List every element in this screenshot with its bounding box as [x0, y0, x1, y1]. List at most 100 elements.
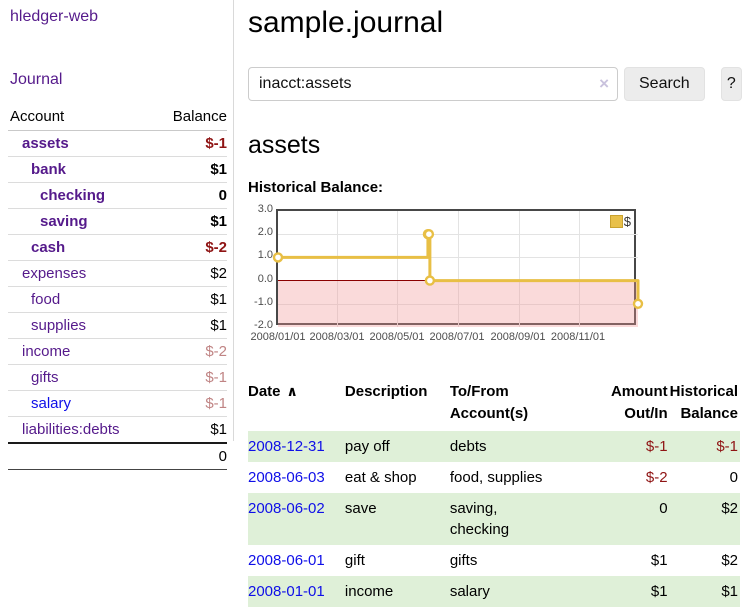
account-row-supplies: supplies $1: [8, 312, 227, 339]
gridline: [278, 304, 638, 305]
plot-area: $: [272, 209, 644, 327]
x-tick: 2008/01/01: [250, 331, 306, 343]
header-amount: Amount Out/In: [610, 383, 668, 422]
account-link-expenses[interactable]: expenses: [22, 265, 87, 282]
transaction-amount: 0: [659, 499, 668, 517]
register-header-row: Date ∧ Description To/From Account(s) Amo…: [248, 377, 740, 431]
account-link-bank[interactable]: bank: [31, 161, 67, 178]
transaction-accounts: salary: [449, 582, 490, 600]
account-balance: $1: [153, 416, 227, 444]
gridline: [278, 234, 638, 235]
y-tick: 0.0: [257, 273, 273, 285]
main-content: sample.journal × Search ? assets Histori…: [248, 0, 742, 607]
transaction-amount: $-1: [645, 437, 668, 455]
account-row-checking: checking 0: [8, 182, 227, 209]
search-form: × Search ?: [248, 67, 742, 101]
legend-label: $: [623, 214, 631, 229]
account-row-gifts: gifts $-1: [8, 364, 227, 391]
sidebar: hledger-web Journal Account Balance asse…: [0, 0, 233, 582]
accounts-total-row: 0: [8, 443, 227, 470]
account-link-income[interactable]: income: [22, 343, 71, 360]
chart-heading: Historical Balance:: [248, 179, 384, 196]
y-tick: 1.0: [257, 249, 273, 261]
account-row-liabilities-debts: liabilities:debts $1: [8, 416, 227, 444]
account-link-food[interactable]: food: [31, 291, 61, 308]
transaction-date-link[interactable]: 2008-01-01: [248, 582, 325, 600]
transaction-date-link[interactable]: 2008-06-03: [248, 468, 325, 486]
x-tick: 2008/11/01: [550, 331, 606, 343]
negative-region: [278, 281, 638, 327]
account-row-expenses: expenses $2: [8, 260, 227, 287]
y-tick: -1.0: [254, 296, 273, 308]
accounts-header-balance: Balance: [153, 104, 227, 131]
gridline: [458, 211, 459, 327]
transaction-description: save: [344, 499, 377, 517]
clear-search-icon[interactable]: ×: [599, 74, 609, 93]
search-button[interactable]: Search: [624, 67, 705, 101]
account-balance: $-1: [153, 364, 227, 391]
register-row: 2008-01-01 income salary $1 $1: [248, 575, 740, 607]
account-balance: $-2: [153, 234, 227, 261]
account-link-assets[interactable]: assets: [22, 135, 69, 152]
account-balance: $1: [153, 156, 227, 183]
accounts-header-account: Account: [8, 104, 154, 131]
account-link-gifts[interactable]: gifts: [31, 369, 59, 386]
header-date[interactable]: Date ∧: [248, 377, 345, 431]
header-date-label: Date: [248, 383, 281, 400]
transaction-balance: $2: [721, 499, 738, 517]
transaction-accounts: food, supplies: [449, 468, 543, 486]
y-tick: -2.0: [254, 319, 273, 331]
account-link-salary[interactable]: salary: [31, 395, 72, 412]
account-row-saving: saving $1: [8, 208, 227, 235]
accounts-total-value: 0: [153, 443, 227, 470]
gridline: [397, 211, 398, 327]
app-title-link[interactable]: hledger-web: [10, 8, 99, 25]
legend-swatch-icon: [609, 215, 623, 228]
transaction-amount: $-2: [645, 468, 668, 486]
account-link-checking[interactable]: checking: [40, 187, 106, 204]
page-title: sample.journal: [248, 6, 444, 39]
transaction-date-link[interactable]: 2008-06-01: [248, 551, 325, 569]
account-balance: $-1: [153, 130, 227, 157]
transaction-date-link[interactable]: 2008-12-31: [248, 437, 325, 455]
accounts-table: Account Balance assets $-1 bank $1 check…: [8, 104, 227, 470]
x-tick: 2008/09/01: [490, 331, 546, 343]
register-row: 2008-06-03 eat & shop food, supplies $-2…: [248, 462, 740, 493]
account-row-bank: bank $1: [8, 156, 227, 183]
register-table: Date ∧ Description To/From Account(s) Amo…: [248, 377, 740, 607]
accounts-header-row: Account Balance: [8, 104, 227, 131]
gridline: [278, 257, 638, 258]
transaction-description: income: [344, 582, 394, 600]
search-input[interactable]: [248, 67, 618, 101]
transaction-balance: $1: [721, 582, 738, 600]
account-link-cash[interactable]: cash: [31, 239, 66, 256]
transaction-description: pay off: [344, 437, 390, 455]
balance-line-svg: [272, 229, 644, 310]
sort-asc-icon: ∧: [286, 383, 298, 399]
transaction-accounts: debts: [449, 437, 487, 455]
account-row-income: income $-2: [8, 338, 227, 365]
transaction-date-link[interactable]: 2008-06-02: [248, 499, 325, 517]
account-balance: $1: [153, 286, 227, 313]
transaction-accounts: saving, checking: [449, 499, 510, 538]
account-balance: $2: [153, 260, 227, 287]
account-link-liabilities-debts[interactable]: liabilities:debts: [22, 421, 120, 438]
gridline: [579, 211, 580, 327]
sidebar-item-journal[interactable]: Journal: [10, 71, 63, 88]
register-row: 2008-06-01 gift gifts $1 $2: [248, 545, 740, 576]
historical-balance-chart: 3.0 2.0 1.0 0.0 -1.0 -2.0 $ 2008/01/01: [248, 203, 742, 355]
account-row-salary: salary $-1: [8, 390, 227, 417]
gridline: [337, 211, 338, 327]
sidebar-divider: [233, 0, 234, 441]
account-link-supplies[interactable]: supplies: [31, 317, 87, 334]
account-balance: $1: [153, 312, 227, 339]
x-tick: 2008/05/01: [369, 331, 425, 343]
transaction-accounts: gifts: [449, 551, 478, 569]
chart-legend: $: [609, 214, 631, 229]
account-balance: 0: [153, 182, 227, 209]
help-button[interactable]: ?: [720, 67, 742, 101]
register-row: 2008-12-31 pay off debts $-1 $-1: [248, 430, 740, 462]
y-tick: 3.0: [257, 203, 273, 215]
balance-step-line: [278, 232, 640, 304]
account-link-saving[interactable]: saving: [40, 213, 88, 230]
